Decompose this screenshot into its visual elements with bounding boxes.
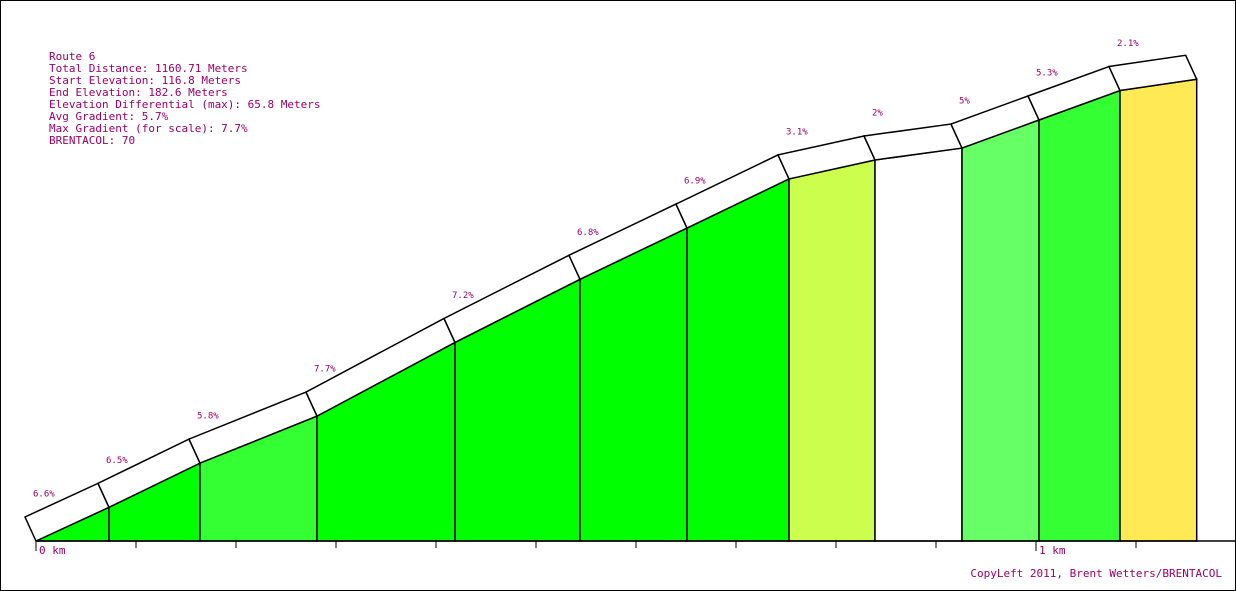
- gradient-label: 3.1%: [786, 127, 808, 137]
- segment-fill: [686, 177, 790, 542]
- info-line: BRENTACOL: 70: [49, 134, 135, 147]
- segment-fill: [1038, 89, 1121, 542]
- segment-fill: [874, 147, 963, 542]
- gradient-label: 7.2%: [452, 291, 474, 301]
- gradient-label: 6.6%: [33, 490, 55, 500]
- x-tick-label: 0 km: [39, 544, 66, 557]
- segment-fill: [1119, 78, 1198, 542]
- segment-fill: [961, 118, 1040, 542]
- gradient-label: 6.5%: [106, 456, 128, 466]
- segment-fill: [788, 159, 876, 542]
- gradient-label: 5.8%: [197, 412, 219, 422]
- segment-band: [1107, 54, 1198, 92]
- gradient-label: 6.8%: [577, 228, 599, 238]
- gradient-label: 2.1%: [1117, 39, 1139, 49]
- gradient-label: 2%: [872, 108, 883, 118]
- gradient-label: 5%: [959, 97, 970, 107]
- info-line: Route 6: [49, 50, 95, 63]
- gradient-label: 6.9%: [684, 177, 706, 187]
- segment-fill: [579, 226, 688, 542]
- info-line: Max Gradient (for scale): 7.7%: [49, 122, 248, 135]
- info-line: Elevation Differential (max): 65.8 Meter…: [49, 98, 321, 111]
- info-line: Start Elevation: 116.8 Meters: [49, 74, 241, 87]
- info-line: Total Distance: 1160.71 Meters: [49, 62, 248, 75]
- credit: CopyLeft 2011, Brent Wetters/BRENTACOL: [970, 567, 1222, 580]
- gradient-label: 7.7%: [314, 365, 336, 375]
- gradient-label: 5.3%: [1036, 68, 1058, 78]
- info-line: End Elevation: 182.6 Meters: [49, 86, 228, 99]
- x-tick-label: 1 km: [1039, 544, 1066, 557]
- info-line: Avg Gradient: 5.7%: [49, 110, 169, 123]
